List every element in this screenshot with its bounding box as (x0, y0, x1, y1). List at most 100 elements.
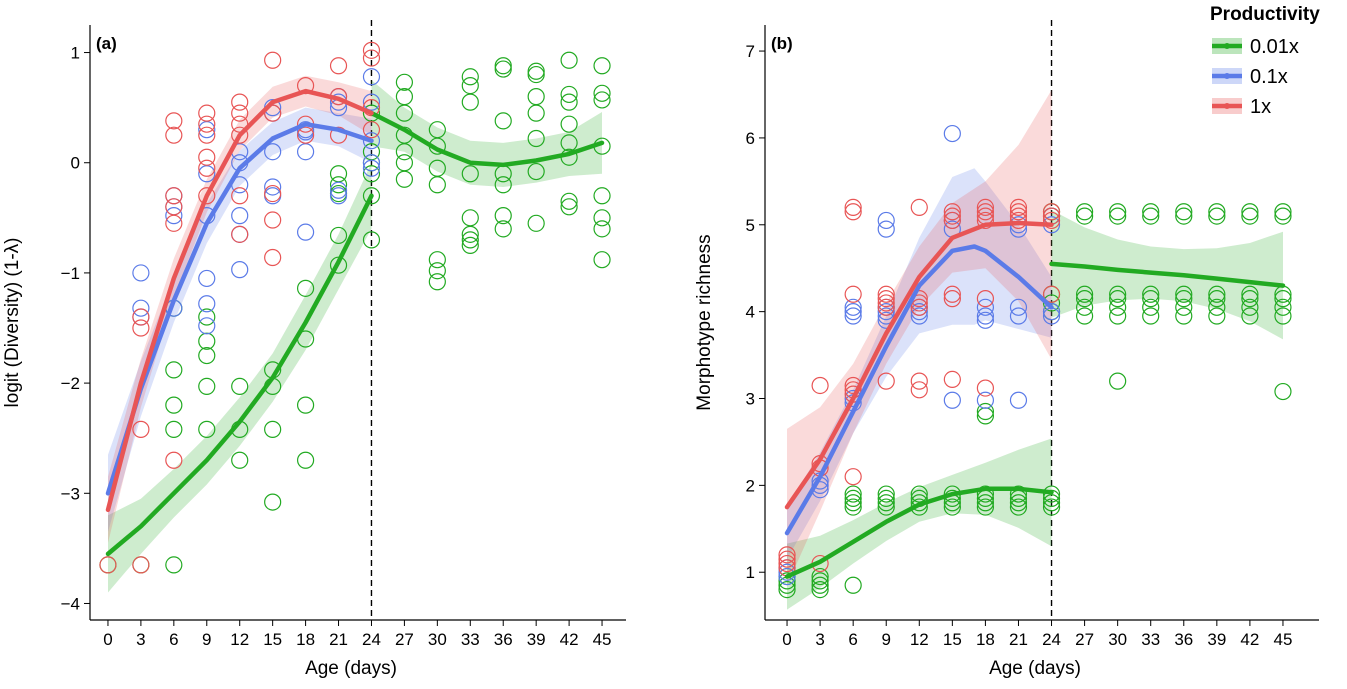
data-point-low (976, 402, 995, 421)
data-point-high (165, 126, 183, 144)
data-point-mid (165, 207, 183, 225)
data-point-low (1175, 298, 1193, 316)
data-point-low (1009, 494, 1028, 512)
x-tick-label: 0 (103, 630, 112, 649)
data-point-low (1042, 494, 1061, 512)
data-point-low (395, 154, 414, 172)
data-point-mid (877, 303, 895, 321)
x-axis-label-b: Age (days) (989, 658, 1081, 679)
legend-label-high: 1x (1250, 96, 1271, 118)
data-point-low (329, 165, 348, 183)
data-point-low (560, 192, 578, 210)
data-point-low (1208, 307, 1226, 325)
data-point-high (877, 372, 895, 390)
data-point-low (844, 489, 862, 507)
x-tick-label: 45 (593, 630, 612, 649)
x-tick-label: 21 (329, 630, 348, 649)
data-point-high (165, 187, 183, 205)
data-point-low (844, 485, 862, 503)
data-point-low (1208, 290, 1226, 308)
data-point-low (593, 220, 611, 238)
data-point-mid (264, 178, 282, 196)
data-point-high (910, 381, 928, 399)
data-point-low (1042, 485, 1061, 503)
x-tick-label: 27 (1075, 630, 1094, 649)
x-tick-label: 0 (782, 630, 791, 649)
data-point-low (527, 62, 545, 80)
data-point-low (494, 220, 512, 238)
data-point-low (428, 159, 446, 177)
data-point-mid (877, 211, 895, 230)
data-point-low (1274, 203, 1292, 221)
data-point-low (494, 60, 512, 78)
data-point-high (132, 556, 150, 574)
data-point-low (1009, 498, 1028, 516)
fit-line-low (1049, 261, 1286, 288)
data-point-high (844, 198, 862, 217)
data-point-low (1109, 307, 1127, 325)
data-point-low (1075, 298, 1094, 316)
data-point-high (844, 285, 862, 303)
data-point-high (910, 198, 928, 217)
data-point-high (231, 104, 249, 122)
data-point-high (165, 198, 183, 216)
y-tick-label: −1 (61, 264, 80, 283)
data-point-low (395, 73, 414, 91)
y-tick-label: 4 (746, 303, 755, 322)
data-point-low (811, 567, 829, 586)
y-tick-label: 0 (71, 154, 80, 173)
data-point-low (1109, 298, 1127, 316)
data-point-mid (329, 187, 348, 205)
data-point-low (494, 112, 512, 130)
x-tick-label: 36 (494, 630, 513, 649)
data-point-low (976, 498, 995, 516)
data-point-high (198, 148, 216, 166)
data-point-mid (296, 223, 315, 241)
data-point-high (264, 184, 282, 203)
data-point-low (264, 420, 282, 438)
data-point-low (428, 273, 446, 291)
x-tick-label: 36 (1174, 630, 1193, 649)
x-tick-label: 12 (910, 630, 929, 649)
data-point-high (976, 198, 995, 217)
data-point-low (362, 187, 381, 205)
data-point-low (560, 51, 578, 69)
data-point-low (877, 498, 895, 516)
x-tick-label: 6 (848, 630, 857, 649)
data-point-low (593, 187, 611, 205)
data-point-mid (844, 307, 862, 325)
data-point-low (527, 214, 545, 232)
data-point-mid (329, 181, 348, 199)
legend: Productivity 0.01x 0.1x 1x (1210, 4, 1320, 118)
data-point-low (877, 494, 895, 512)
data-point-mid (943, 124, 961, 143)
y-tick-label: 3 (746, 390, 755, 409)
data-point-high (362, 121, 381, 139)
confidence-band-mid (787, 168, 1052, 560)
y-axis-label-a: logit (Diversity) (1-λ) (2, 238, 23, 408)
x-tick-label: 9 (881, 630, 890, 649)
data-point-mid (132, 299, 150, 317)
x-tick-label: 42 (1240, 630, 1259, 649)
data-point-mid (132, 264, 150, 282)
data-point-high (910, 372, 928, 390)
data-point-mid (778, 567, 796, 586)
data-point-low (1075, 290, 1094, 308)
y-tick-label: 1 (71, 44, 80, 63)
data-point-low (329, 226, 348, 245)
data-point-low (844, 498, 862, 516)
data-point-low (1109, 372, 1127, 390)
x-tick-label: 24 (362, 630, 381, 649)
data-point-high (198, 115, 216, 133)
data-point-low (811, 580, 829, 599)
x-tick-label: 33 (1141, 630, 1160, 649)
data-point-low (877, 489, 895, 507)
data-point-high (231, 187, 249, 205)
data-point-low (461, 93, 479, 111)
data-point-low (1175, 203, 1193, 221)
data-point-low (560, 93, 578, 111)
data-point-low (231, 451, 249, 469)
x-tick-label: 3 (815, 630, 824, 649)
data-point-low (395, 170, 414, 188)
data-point-low (844, 494, 862, 512)
